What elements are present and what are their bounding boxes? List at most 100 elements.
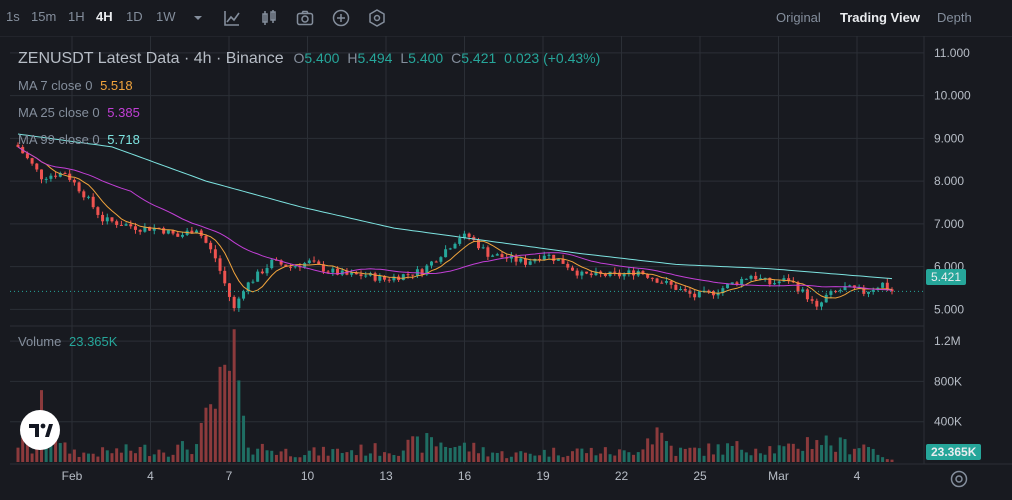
candle-body	[679, 289, 683, 291]
volume-bar	[589, 447, 593, 462]
volume-bar	[274, 454, 278, 462]
candle-body	[350, 272, 354, 275]
view-trading-view[interactable]: Trading View	[840, 10, 920, 25]
candle-body	[721, 288, 725, 294]
camera-icon[interactable]	[295, 8, 315, 28]
candle-body	[336, 268, 340, 275]
candle-body	[749, 275, 753, 279]
volume-bar	[157, 449, 161, 462]
volume-bar	[495, 452, 499, 462]
chevron-down-icon[interactable]	[188, 8, 208, 28]
volume-bar	[284, 448, 288, 462]
candle-body	[519, 258, 523, 262]
candle-body	[852, 285, 856, 288]
volume-bar	[242, 415, 246, 462]
candle-body	[49, 175, 53, 179]
volume-bar	[16, 447, 20, 462]
candle-body	[585, 271, 589, 274]
volume-bar	[650, 444, 654, 462]
volume-bar	[730, 445, 734, 462]
volume-bar	[744, 452, 748, 462]
candle-body	[138, 229, 142, 232]
indicators-icon[interactable]	[222, 8, 242, 28]
candle-body	[655, 278, 659, 283]
open-value: 5.400	[304, 50, 340, 66]
volume-bar	[749, 455, 753, 462]
candle-body	[91, 196, 95, 208]
timeframe-1h[interactable]: 1H	[68, 9, 85, 24]
volume-bar	[96, 456, 100, 462]
settings-icon[interactable]	[367, 8, 387, 28]
candle-body	[608, 271, 612, 276]
candle-body	[848, 285, 852, 287]
low-value: 5.400	[408, 50, 444, 66]
candle-body	[129, 224, 133, 227]
candle-body	[293, 266, 297, 268]
price-chart[interactable]: 11.00010.0009.0008.0007.0006.0005.0001.2…	[0, 36, 1012, 500]
candle-body	[773, 283, 777, 285]
volume-bar	[561, 457, 565, 462]
volume-bar	[486, 456, 490, 462]
candles	[16, 142, 894, 312]
candle-body	[25, 153, 29, 159]
ma99-legend: MA 99 close 0 5.718	[18, 132, 140, 147]
last-volume-tag: 23.365K	[926, 444, 982, 460]
volume-bar	[378, 455, 382, 462]
candle-body	[143, 226, 147, 232]
chart-settings-icon[interactable]	[948, 468, 970, 490]
candle-body	[523, 258, 527, 265]
volume-bar	[232, 329, 236, 462]
volume-bar	[664, 441, 668, 462]
volume-bar	[716, 444, 720, 462]
volume-bar	[279, 451, 283, 462]
volume-bar	[683, 448, 687, 462]
volume-bar	[472, 442, 476, 462]
candle-body	[359, 274, 363, 277]
volume-bar	[533, 455, 537, 462]
timeframe-1w[interactable]: 1W	[156, 9, 176, 24]
moving-average-lines	[10, 133, 924, 299]
timeframe-1s[interactable]: 1s	[6, 9, 20, 24]
volume-bar	[622, 450, 626, 462]
candle-body	[77, 182, 81, 192]
candle-body	[472, 236, 476, 241]
volume-bar	[119, 452, 123, 462]
candle-body	[763, 277, 767, 279]
view-original[interactable]: Original	[776, 10, 821, 25]
view-depth[interactable]: Depth	[937, 10, 972, 25]
volume-bar	[542, 449, 546, 462]
candle-body	[580, 271, 584, 276]
candle-style-icon[interactable]	[259, 8, 279, 28]
volume-bar	[251, 454, 255, 462]
price-tick-label: 9.000	[934, 131, 964, 145]
candle-body	[256, 271, 260, 282]
volume-bar	[505, 458, 509, 462]
candle-body	[622, 273, 626, 277]
candle-body	[617, 272, 621, 277]
candle-body	[86, 196, 90, 198]
volume-bar	[697, 448, 701, 462]
volume-bar	[434, 446, 438, 462]
candle-body	[133, 226, 137, 230]
candle-body	[570, 267, 574, 271]
timeframe-1d[interactable]: 1D	[126, 9, 143, 24]
volume-bar	[58, 443, 62, 462]
candle-body	[688, 290, 692, 294]
high-value: 5.494	[357, 50, 393, 66]
volume-bar	[838, 437, 842, 462]
volume-bar	[448, 448, 452, 462]
time-tick-label: 19	[536, 469, 550, 483]
volume-bar	[364, 455, 368, 462]
candle-body	[439, 257, 443, 262]
volume-bar	[317, 455, 321, 462]
time-tick-label: 13	[379, 469, 393, 483]
candle-body	[35, 163, 39, 170]
volume-bar	[646, 438, 650, 462]
add-icon[interactable]	[331, 8, 351, 28]
price-tick-label: 11.000	[934, 46, 970, 60]
timeframe-15m[interactable]: 15m	[31, 9, 57, 24]
candle-body	[246, 282, 250, 292]
candle-body	[176, 233, 180, 237]
volume-tick-label: 1.2M	[934, 334, 961, 348]
timeframe-4h[interactable]: 4H	[96, 9, 113, 24]
